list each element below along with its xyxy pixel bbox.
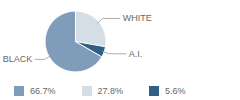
html-text:66.7%: 66.7% [30, 86, 56, 96]
html-text:5.6%: 5.6% [165, 86, 186, 96]
svg-text:WHITE: WHITE [123, 13, 152, 23]
svg-text:BLACK: BLACK [3, 54, 33, 64]
svg-text:A.I.: A.I. [129, 49, 143, 59]
html-text:27.8%: 27.8% [97, 86, 124, 96]
